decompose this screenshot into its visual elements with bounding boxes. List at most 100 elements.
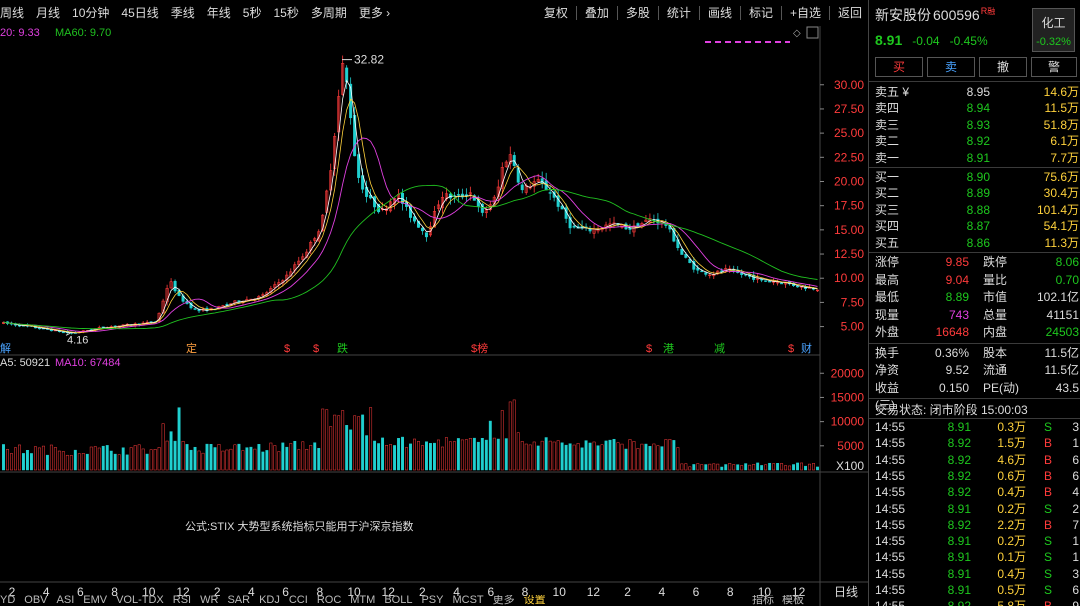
event-marker[interactable]: $榜 (471, 341, 488, 355)
x-axis-label: 4 (248, 585, 255, 599)
toolbar-button[interactable]: 统计 (666, 6, 691, 20)
event-marker[interactable]: 港 (663, 342, 674, 355)
volume-bar (576, 443, 580, 471)
volume-bar (121, 447, 125, 471)
indicator-tab[interactable]: YD (0, 595, 16, 606)
toolbar-button[interactable]: 叠加 (584, 6, 609, 20)
tick-row: 14:558.925.8万B9 (875, 598, 1079, 606)
volume-bar (444, 437, 448, 471)
indicator-tab[interactable]: PSY (421, 595, 444, 606)
volume-bar (572, 444, 576, 471)
volume-bar (528, 444, 532, 471)
toolbar-button[interactable]: 多股 (625, 6, 650, 20)
candle-body (420, 227, 424, 232)
indicator-tab[interactable]: ROC (316, 595, 342, 606)
event-marker[interactable]: $ (788, 343, 794, 355)
asks-price: 8.94 (966, 101, 990, 116)
period-tab[interactable]: 年线 (206, 6, 231, 20)
indicator-tab[interactable]: 设置 (523, 595, 546, 606)
event-marker[interactable]: 减 (714, 342, 725, 355)
period-tab[interactable]: 45日线 (121, 6, 159, 20)
alert-button[interactable]: 警 (1031, 57, 1077, 77)
indicator-menu[interactable]: 指标 (752, 595, 774, 606)
volume-bar (748, 464, 752, 471)
period-tab[interactable]: 10分钟 (72, 6, 110, 20)
indicator-tab[interactable]: CCI (288, 595, 308, 606)
volume-bar (141, 448, 145, 471)
sector-badge[interactable]: 化工 -0.32% (1032, 8, 1075, 52)
event-marker[interactable]: $ (313, 343, 319, 355)
indicator-tab[interactable]: EMV (83, 595, 108, 606)
volume-bar (233, 444, 237, 471)
event-marker[interactable]: 跌 (337, 341, 348, 355)
event-marker[interactable]: 财 (801, 341, 812, 355)
indicator-tab[interactable]: MTM (350, 595, 376, 606)
candle-body (560, 205, 564, 210)
sell-button[interactable]: 卖 (927, 57, 975, 77)
stat-value: 0.150 (938, 380, 969, 395)
ma60-line (3, 184, 818, 330)
x-axis-label: 10 (142, 585, 156, 599)
volume-bar (660, 446, 664, 471)
tick-price: 8.91 (947, 501, 971, 516)
candle-body (684, 254, 688, 258)
indicator-tab[interactable]: OBV (24, 595, 48, 606)
candle-body (193, 308, 197, 310)
period-tab[interactable]: 季线 (170, 6, 195, 20)
indicator-tab[interactable]: MCST (452, 595, 484, 606)
volume-bar (728, 463, 732, 471)
indicator-menu[interactable]: 模板 (782, 595, 804, 606)
candle-body (412, 216, 416, 222)
stock-header: 新安股份 600596 R 融 (869, 0, 1080, 30)
candle-body (764, 280, 768, 282)
price-change-pct: -0.45% (949, 34, 988, 48)
volume-bar (744, 463, 748, 471)
indicator-tab[interactable]: 更多 (492, 595, 515, 606)
toolbar-button[interactable]: +自选 (789, 6, 821, 20)
volume-bar (600, 444, 604, 471)
tick-side: B (1043, 436, 1052, 451)
period-tab[interactable]: 多周期 (310, 6, 347, 20)
volume-bar (664, 439, 668, 471)
indicator-tab[interactable]: BOLL (384, 595, 413, 606)
indicator-tab[interactable]: KDJ (259, 595, 280, 606)
kline-chart[interactable]: 30.0027.5025.0022.5020.0017.5015.0012.50… (0, 26, 868, 606)
event-marker[interactable]: $ (284, 343, 290, 355)
cancel-order-button[interactable]: 撤 (979, 57, 1027, 77)
panel-toggle-icon[interactable] (806, 26, 819, 39)
period-tab[interactable]: 5秒 (242, 6, 262, 20)
toolbar-button[interactable]: 画线 (707, 6, 732, 20)
diamond-icon[interactable]: ◇ (793, 28, 801, 39)
tick-row: 14:55 8.91 0.5万 S 6 (875, 582, 1079, 598)
toolbar-button[interactable]: 返回 (837, 6, 862, 20)
event-marker[interactable]: 定 (186, 341, 197, 355)
period-tab[interactable]: 更多 › (358, 6, 391, 20)
volume-bar (636, 448, 640, 471)
toolbar-button[interactable]: 复权 (543, 6, 568, 20)
divider (869, 342, 1080, 344)
indicator-tab[interactable]: RSI (172, 595, 192, 606)
tick-count: 4 (1072, 485, 1079, 500)
period-tab[interactable]: 月线 (36, 6, 61, 20)
volume-bar (676, 447, 680, 471)
price-axis-label: 10.00 (834, 271, 864, 285)
tick-side: S (1043, 420, 1052, 434)
candle-body (61, 331, 65, 334)
stat-label: PE(动) (983, 380, 1020, 395)
event-marker[interactable]: 解 (0, 341, 11, 355)
toolbar-button[interactable]: 标记 (748, 6, 773, 20)
volume-bar (616, 442, 620, 471)
period-tab[interactable]: 15秒 (273, 6, 299, 20)
indicator-tab[interactable]: VOL-TDX (116, 595, 164, 606)
buy-button[interactable]: 买 (875, 57, 923, 77)
candle-body (568, 217, 572, 229)
indicator-tab[interactable]: WR (200, 595, 219, 606)
period-tab[interactable]: 周线 (0, 6, 25, 20)
bids-price: 8.88 (966, 202, 990, 217)
volume-bar (269, 442, 273, 471)
indicator-tab[interactable]: ASI (56, 595, 75, 606)
candle-body (261, 294, 265, 296)
indicator-tab[interactable]: SAR (227, 595, 251, 606)
event-marker[interactable]: $ (646, 343, 652, 355)
kline-chart-panel[interactable]: 30.00 27.50 25.00 22.50 20.00 17.50 15.00 12.50… (0, 26, 868, 606)
